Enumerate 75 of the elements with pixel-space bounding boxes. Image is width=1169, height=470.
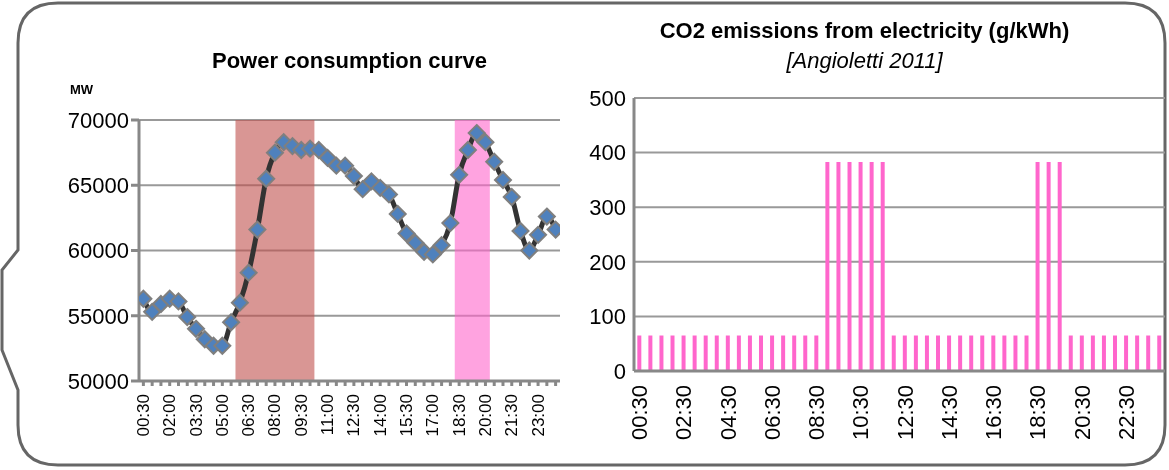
point: [143, 302, 162, 321]
point: [336, 156, 355, 175]
y-tick-label: 60000: [67, 238, 129, 264]
x-tick-label: 11:00: [318, 394, 338, 436]
point: [388, 204, 407, 223]
x-tick-label: 00:30: [627, 385, 653, 441]
x-tick-label: 08:30: [804, 385, 830, 441]
y-tick-label: 70000: [67, 107, 129, 133]
chart-title: CO2 emissions from electricity (g/kWh): [658, 18, 1071, 44]
x-tick-label: 12:30: [892, 385, 918, 441]
x-tick-label: 09:30: [291, 394, 311, 437]
point: [213, 336, 232, 355]
point: [467, 124, 486, 143]
y-axis-title: MW: [70, 82, 94, 97]
point: [239, 263, 258, 282]
point: [529, 225, 548, 244]
point: [493, 171, 512, 190]
point: [537, 207, 556, 226]
point: [169, 292, 188, 311]
y-tick-label: 300: [589, 195, 626, 221]
x-tick-label: 21:30: [502, 394, 522, 437]
point: [476, 133, 495, 152]
x-tick-label: 18:30: [1025, 385, 1051, 441]
x-tick-label: 17:00: [423, 394, 443, 437]
y-tick-label: 200: [589, 249, 626, 275]
point: [344, 167, 363, 186]
x-tick-label: 23:00: [528, 394, 548, 437]
y-tick-label: 50000: [67, 368, 129, 394]
point: [265, 143, 284, 162]
point: [379, 185, 398, 204]
point: [502, 188, 521, 206]
point: [441, 214, 460, 233]
y-tick-label: 100: [589, 304, 626, 330]
point: [178, 308, 197, 327]
y-tick-label: 65000: [67, 173, 129, 199]
x-tick-label: 04:30: [715, 385, 741, 441]
x-tick-label: 15:30: [397, 394, 417, 437]
x-tick-label: 20:00: [475, 394, 495, 437]
y-tick-label: 400: [589, 140, 626, 166]
x-tick-label: 08:00: [265, 394, 285, 437]
x-tick-label: 00:30: [133, 394, 153, 437]
x-tick-label: 06:30: [239, 394, 259, 437]
x-tick-label: 02:00: [160, 394, 180, 437]
y-tick-label: 500: [589, 85, 626, 111]
point: [458, 141, 477, 160]
point: [450, 165, 469, 184]
point: [432, 236, 451, 255]
point: [230, 293, 249, 312]
x-tick-label: 06:30: [759, 385, 785, 441]
point: [187, 319, 206, 338]
x-tick-label: 14:30: [936, 385, 962, 441]
point: [318, 148, 337, 167]
point: [406, 233, 425, 252]
chart-subtitle: [Angioletti 2011]: [785, 48, 944, 74]
point: [511, 221, 530, 240]
chart-title: Power consumption curve: [210, 48, 489, 74]
x-tick-label: 12:30: [344, 394, 364, 437]
x-tick-label: 20:30: [1069, 385, 1095, 441]
point: [520, 241, 539, 260]
point: [397, 224, 416, 243]
point: [257, 169, 276, 188]
x-tick-label: 02:30: [671, 385, 697, 441]
x-tick-label: 18:30: [449, 394, 469, 437]
point: [423, 245, 442, 264]
point: [222, 313, 241, 332]
y-tick-label: 0: [613, 358, 626, 384]
x-tick-label: 14:00: [370, 394, 390, 437]
point: [485, 152, 504, 171]
x-tick-label: 10:30: [848, 385, 874, 441]
x-tick-label: 16:30: [981, 385, 1007, 441]
x-tick-label: 22:30: [1113, 385, 1139, 441]
y-tick-label: 55000: [67, 303, 129, 329]
x-tick-label: 05:00: [212, 394, 232, 437]
x-tick-label: 03:30: [186, 394, 206, 437]
point: [248, 220, 267, 239]
